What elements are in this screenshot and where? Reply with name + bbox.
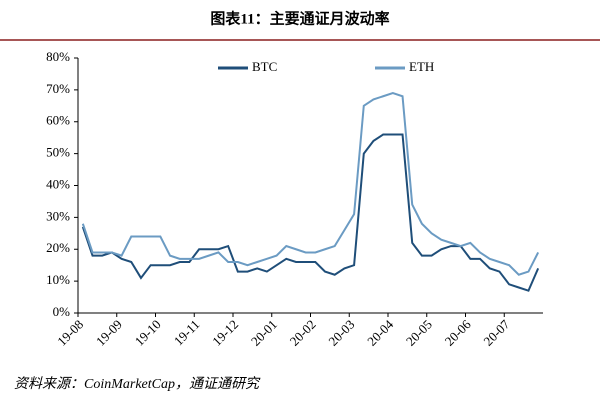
x-tick-label: 19-12 xyxy=(209,317,241,349)
source-note: 资料来源：CoinMarketCap，通证通研究 xyxy=(14,376,261,392)
legend-label: ETH xyxy=(409,59,434,74)
x-tick-label: 19-10 xyxy=(132,317,164,349)
x-tick-label: 20-06 xyxy=(442,316,474,348)
y-tick-label: 70% xyxy=(46,81,70,96)
x-tick-label: 19-11 xyxy=(171,317,203,349)
x-tick-label: 20-02 xyxy=(287,317,319,349)
y-tick-label: 50% xyxy=(46,145,70,160)
x-tick-label: 20-04 xyxy=(364,316,396,348)
y-tick-label: 0% xyxy=(53,304,71,319)
x-tick-label: 19-08 xyxy=(54,317,86,349)
y-tick-label: 10% xyxy=(46,272,70,287)
y-tick-label: 40% xyxy=(46,176,70,191)
y-tick-label: 30% xyxy=(46,208,70,223)
x-tick-label: 20-07 xyxy=(480,316,512,348)
series-line xyxy=(81,133,540,292)
series-line xyxy=(81,92,540,276)
chart-title: 图表11：主要通证月波动率 xyxy=(210,9,389,27)
legend-label: BTC xyxy=(252,59,277,74)
x-tick-label: 20-01 xyxy=(248,317,280,349)
x-tick-label: 20-05 xyxy=(403,317,435,349)
y-tick-label: 60% xyxy=(46,113,70,128)
x-tick-label: 19-09 xyxy=(93,317,125,349)
y-tick-label: 80% xyxy=(46,49,70,64)
x-tick-label: 20-03 xyxy=(325,317,357,349)
y-tick-label: 20% xyxy=(46,240,70,255)
